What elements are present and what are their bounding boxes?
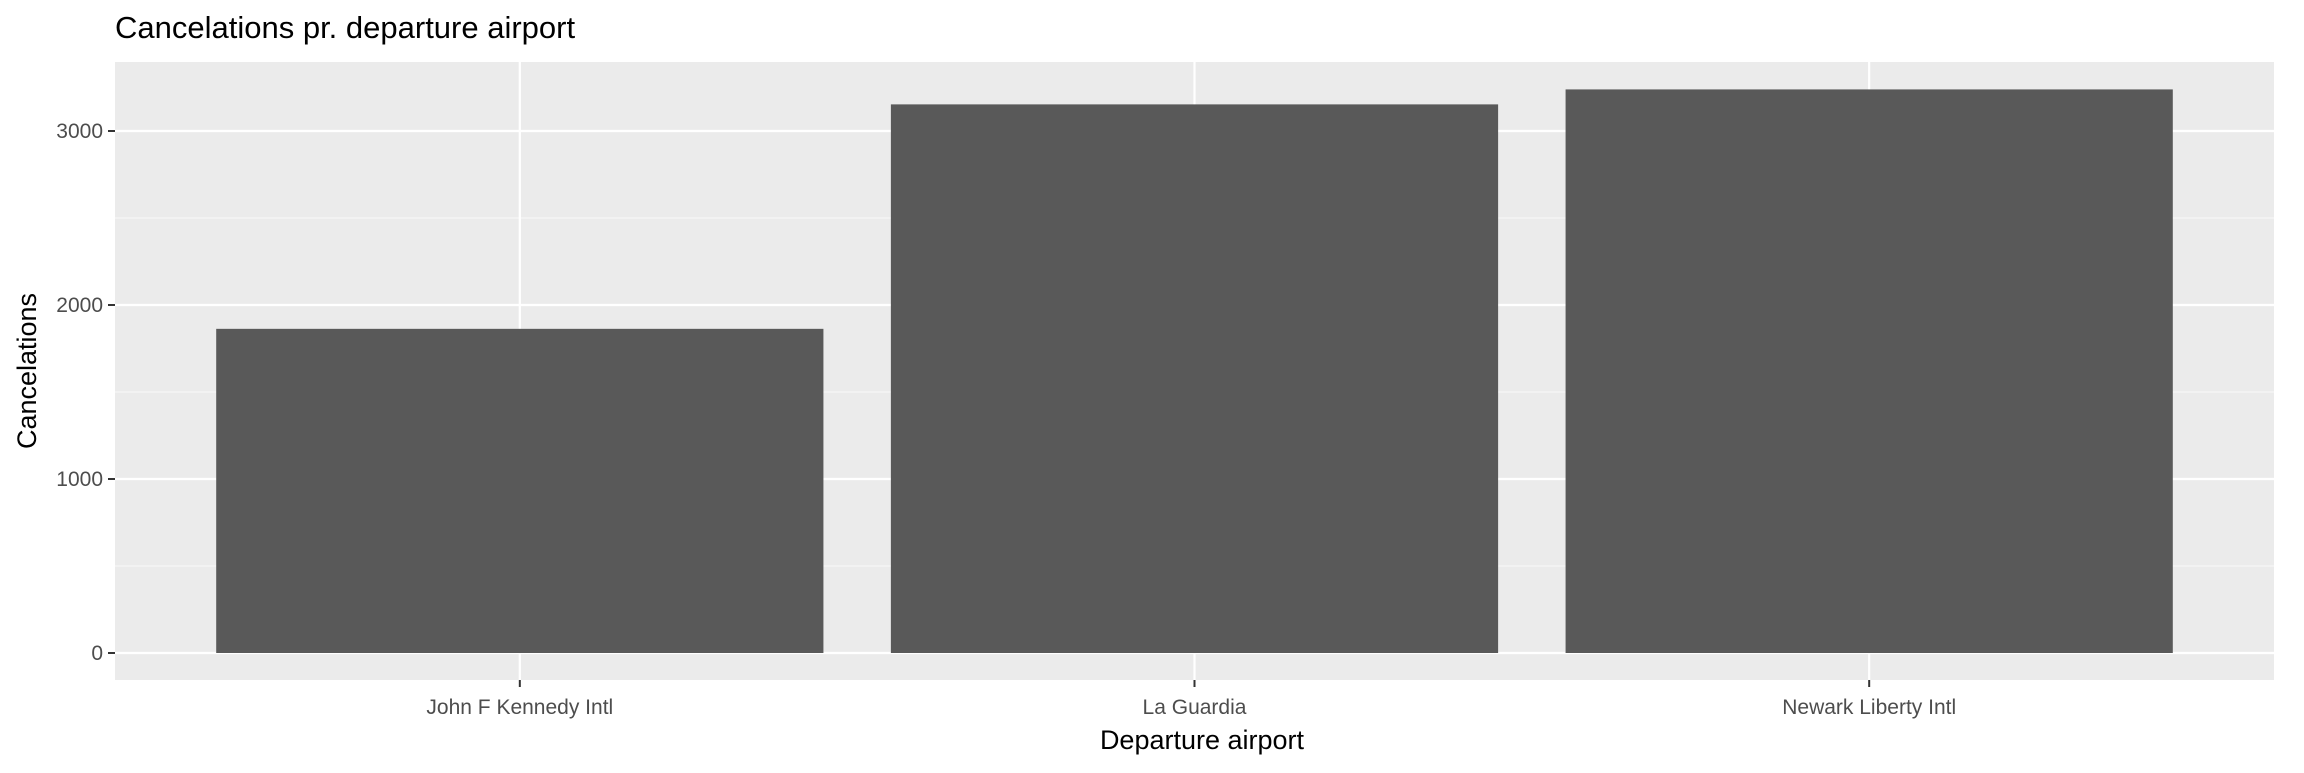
bars: [216, 89, 2173, 654]
y-axis: 0 1000 2000 3000: [56, 120, 115, 665]
x-tick-label: La Guardia: [1143, 696, 1247, 719]
y-tick-label: 2000: [56, 294, 103, 317]
y-axis-title: Cancelations: [12, 293, 42, 449]
chart-title: Cancelations pr. departure airport: [115, 10, 575, 45]
y-tick-label: 1000: [56, 468, 103, 491]
x-tick-label: Newark Liberty Intl: [1782, 696, 1956, 719]
bar-2: [890, 104, 1499, 654]
bar-3: [1565, 89, 2173, 653]
y-tick-label: 3000: [56, 120, 103, 143]
x-tick-label: John F Kennedy Intl: [426, 696, 613, 719]
x-axis-title: Departure airport: [1100, 725, 1305, 755]
y-tick-label: 0: [91, 642, 103, 665]
bar-1: [216, 328, 824, 653]
x-axis: John F Kennedy Intl La Guardia Newark Libe…: [426, 680, 1956, 719]
